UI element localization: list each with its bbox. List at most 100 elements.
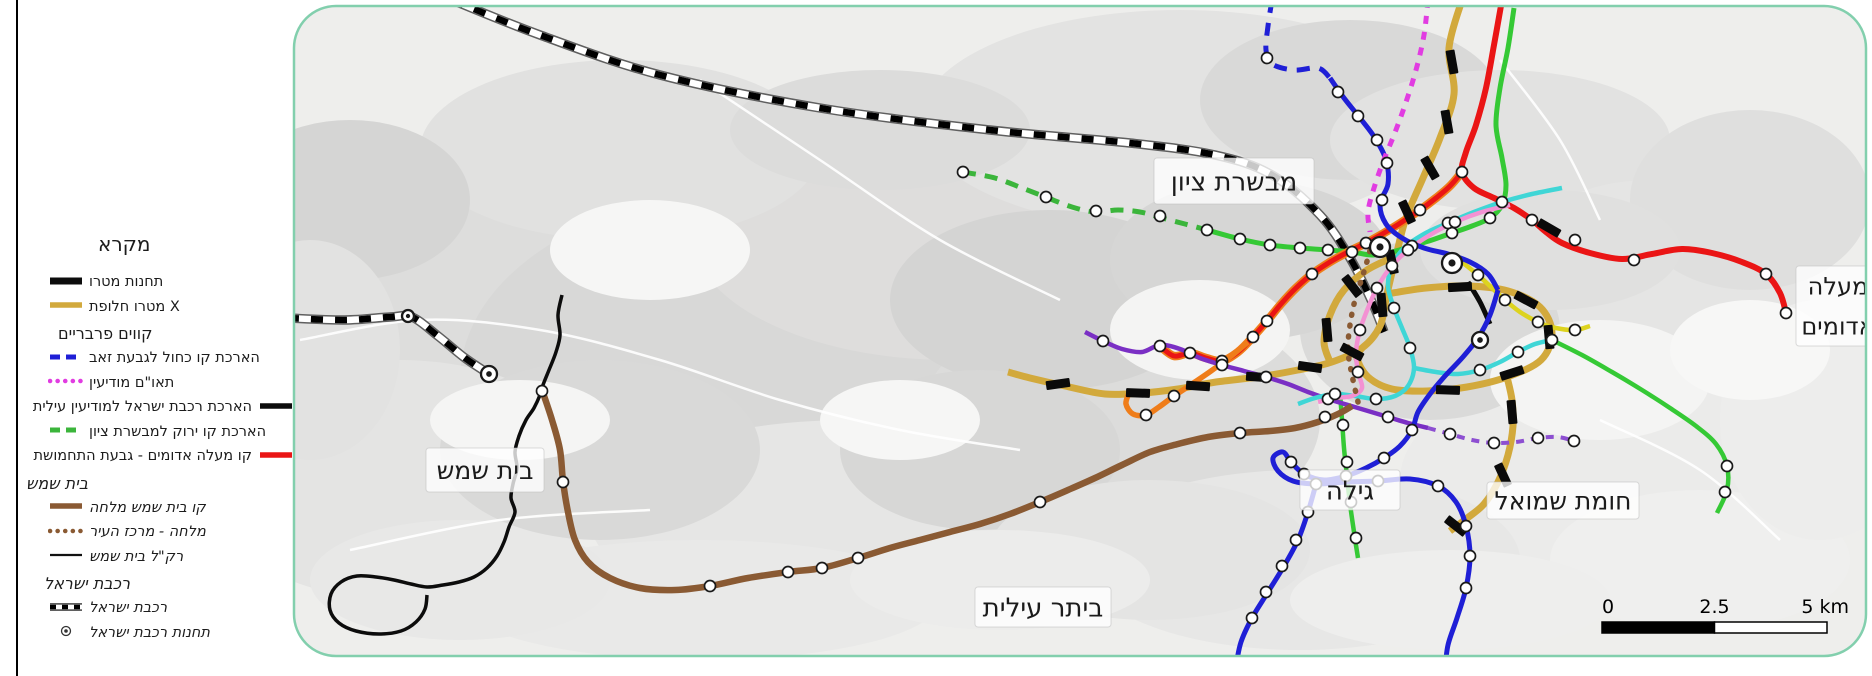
- station-marker: [1370, 281, 1384, 295]
- map-label-box-homat-shmuel: [1486, 481, 1640, 520]
- map-label-maale-adumim: אדומים: [1801, 313, 1872, 341]
- station-marker: [1233, 232, 1247, 246]
- metro-station-marker: [1506, 399, 1518, 425]
- terrain: [294, 10, 1866, 656]
- metro-station-marker: [1435, 385, 1461, 395]
- map-label-gilo: גילה: [1326, 476, 1374, 506]
- legend-section-header: קווים פרבריים: [58, 324, 153, 343]
- station-marker: [535, 384, 549, 398]
- station-marker: [1413, 203, 1427, 217]
- station-marker: [1531, 431, 1545, 445]
- station-marker: [1377, 451, 1391, 465]
- station-marker: [1759, 267, 1773, 281]
- legend-item-label: קו מעלה אדומים - גבעת התחמושת: [33, 448, 252, 465]
- station-marker: [1568, 233, 1582, 247]
- metro-station-marker: [1420, 155, 1440, 181]
- station-marker: [1483, 211, 1497, 225]
- metro-station-marker: [1376, 292, 1388, 318]
- station-marker: [1381, 410, 1395, 424]
- scale-bar-label: 5 km: [1801, 596, 1849, 618]
- station-marker: [1336, 418, 1350, 432]
- station-marker: [1183, 346, 1197, 360]
- legend-item: רק"ל בית שמש: [18, 545, 294, 570]
- station-marker: [1495, 195, 1509, 209]
- legend-item-label: תחנות מטרו: [89, 274, 164, 291]
- legend-section-header: רכבת ישראל: [44, 574, 131, 593]
- station-marker: [1455, 165, 1469, 179]
- station-marker: [851, 551, 865, 565]
- station-marker: [1139, 408, 1153, 422]
- station-marker: [1246, 330, 1260, 344]
- metro-station-marker: [1045, 378, 1071, 390]
- station-marker: [1531, 315, 1545, 329]
- legend-item: הארכת רכבת ישראל למודיעין עילית: [18, 395, 294, 420]
- metro-station-marker: [1297, 361, 1323, 373]
- station-marker: [1259, 370, 1273, 384]
- station-marker: [1431, 479, 1445, 493]
- metro-station-marker: [1321, 317, 1333, 343]
- station-marker: [703, 579, 717, 593]
- station-marker: [1403, 341, 1417, 355]
- station-marker: [1448, 215, 1462, 229]
- map-label-box-beitar-illit: [974, 586, 1112, 628]
- station-marker: [1089, 204, 1103, 218]
- legend-item-label: רכבת ישראל: [89, 600, 168, 617]
- stations-layer: [400, 51, 1793, 625]
- station-marker: [1459, 581, 1473, 595]
- legend-item-label: רק"ל בית שמש: [89, 548, 184, 565]
- station-marker: [1284, 455, 1298, 469]
- station-marker: [1200, 223, 1214, 237]
- map-label-box-gilo: [1299, 469, 1401, 511]
- station-marker: [1511, 345, 1525, 359]
- place-labels: מבשרת ציון מעלה אדומים בית שמש גילה חומת שמוא…: [425, 157, 1872, 628]
- station-marker: [1405, 423, 1419, 437]
- station-marker: [1471, 268, 1485, 282]
- legend-item: תחנות רכבת ישראל: [18, 621, 294, 646]
- station-marker: [1473, 363, 1487, 377]
- station-marker: [1318, 410, 1332, 424]
- map-label-maale-adumim: מעלה: [1808, 273, 1869, 301]
- scale-bar-label: 2.5: [1699, 596, 1729, 618]
- station-marker: [1349, 531, 1363, 545]
- legend-items: תחנות מטרו מטרו חלופת X קווים פרבריים הארכת…: [18, 270, 294, 645]
- line-taum-modiin-dashed: [1365, 6, 1431, 233]
- line-metro-x-connector: [1320, 252, 1398, 364]
- legend-section-header: בית שמש: [26, 473, 88, 493]
- map-label-box-mevaseret-zion: [1153, 157, 1315, 205]
- legend-item: מלחה - מרכז העיר: [18, 520, 294, 545]
- line-brown-malha-city-dashed: [1345, 239, 1375, 405]
- legend-item: תחנות מטרו: [18, 270, 294, 295]
- station-marker: [1443, 427, 1457, 441]
- station-marker: [1385, 259, 1399, 273]
- legend-item-label: תאו"ם מודיעין: [89, 374, 175, 391]
- station-marker: [781, 565, 795, 579]
- station-marker: [956, 165, 970, 179]
- station-marker: [1375, 193, 1389, 207]
- metro-station-marker: [1185, 380, 1211, 392]
- station-marker: [1305, 267, 1319, 281]
- station-marker: [1233, 426, 1247, 440]
- station-marker: [1498, 293, 1512, 307]
- station-marker: [1260, 314, 1274, 328]
- line-purple-line-dashed-east: [1427, 426, 1575, 446]
- metro-stations-layer: [1045, 49, 1562, 537]
- legend-item: תאו"ם מודיעין: [18, 371, 294, 396]
- station-marker: [815, 561, 829, 575]
- line-green-line-southeast: [1550, 337, 1731, 514]
- line-red-line-maale-adumim: [1458, 6, 1789, 314]
- dash-swatch: [50, 354, 82, 360]
- solid-swatch: [50, 302, 82, 308]
- station-marker: [1033, 495, 1047, 509]
- station-marker: [1331, 85, 1345, 99]
- line-blue-ext-givat-zeev: [1263, 6, 1332, 80]
- line-cyan-line-east: [1413, 337, 1553, 377]
- legend-item: הארכת קו ירוק למבשרת ציון: [18, 420, 294, 445]
- metro-station-marker: [1494, 462, 1512, 488]
- station-marker: [1321, 243, 1335, 257]
- station-marker: [1387, 301, 1401, 315]
- map-label-homat-shmuel: חומת שמואל: [1495, 487, 1632, 516]
- metro-station-marker: [1445, 49, 1459, 75]
- legend-item-label: מלחה - מרכז העיר: [89, 524, 206, 541]
- station-marker: [1525, 213, 1539, 227]
